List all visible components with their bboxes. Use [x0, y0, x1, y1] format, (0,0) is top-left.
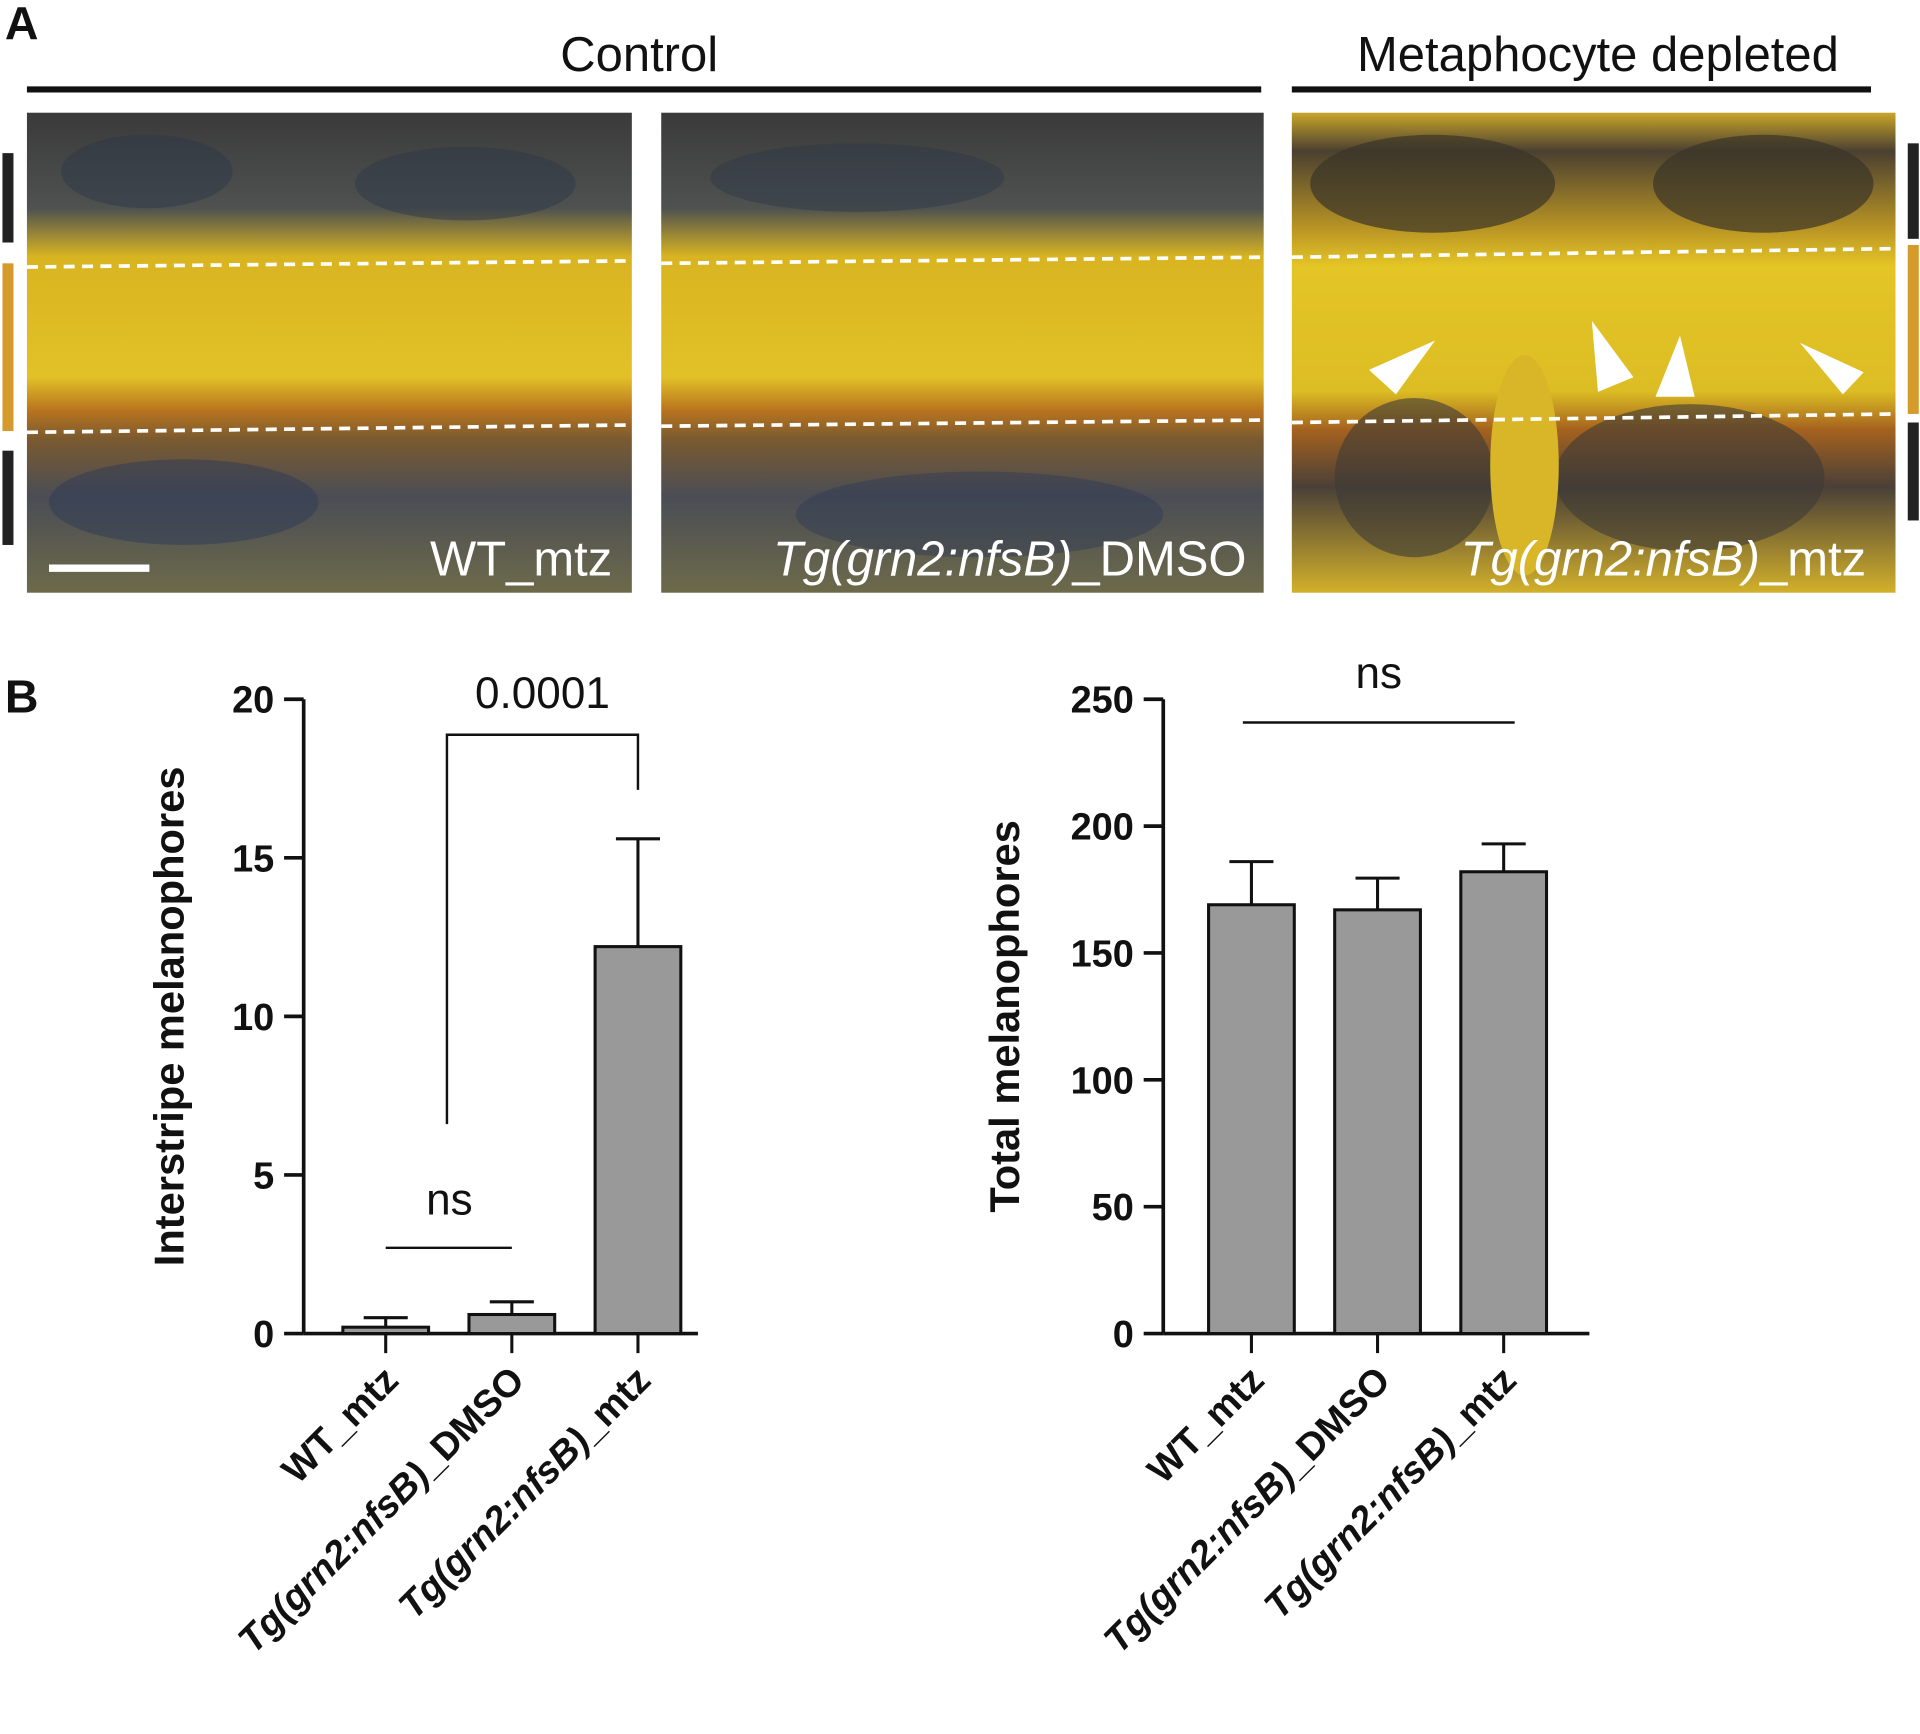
bar — [593, 945, 683, 1336]
y-tick-label: 20 — [232, 680, 274, 722]
photo — [26, 112, 632, 593]
x-tick-label: WT_mtz — [1140, 1359, 1273, 1492]
bar — [341, 1325, 431, 1336]
bar — [467, 1312, 557, 1336]
y-tick-label: 0 — [253, 1314, 274, 1356]
y-tick-label: 50 — [1092, 1187, 1134, 1229]
image-label: WT_mtz — [430, 533, 612, 587]
photo — [1291, 112, 1896, 593]
y-axis-label: Total melanophores — [981, 820, 1028, 1212]
group-label: Control — [560, 28, 718, 82]
ns-label: ns — [1355, 649, 1402, 698]
y-tick-label: 0 — [1113, 1314, 1134, 1356]
y-tick-label: 15 — [232, 838, 274, 880]
image-label: Tg(grn2:nfsB)_DMSO — [773, 533, 1247, 587]
stripe-markers — [2, 143, 1919, 545]
y-axis-label: Interstripe melanophores — [146, 767, 193, 1267]
bar — [1459, 870, 1549, 1336]
panel-label: A — [5, 0, 39, 49]
x-tick-label: WT_mtz — [274, 1359, 407, 1492]
photo — [661, 112, 1264, 593]
p-value: 0.0001 — [475, 669, 610, 718]
y-tick-label: 5 — [253, 1155, 274, 1197]
significance-brackets — [385, 721, 1515, 1250]
x-tick-label: Tg(grn2:nfsB)_mtz — [1257, 1359, 1525, 1627]
group-label: Metaphocyte depleted — [1357, 28, 1839, 82]
x-tick-label: Tg(grn2:nfsB)_mtz — [391, 1359, 659, 1627]
image-label: Tg(grn2:nfsB)_mtz — [1461, 533, 1867, 587]
y-tick-label: 10 — [232, 997, 274, 1039]
y-tick-label: 100 — [1071, 1060, 1134, 1102]
y-tick-label: 200 — [1071, 807, 1134, 849]
ns-label: ns — [426, 1176, 473, 1225]
bar — [1333, 908, 1422, 1336]
y-tick-label: 250 — [1071, 680, 1134, 722]
bar — [1207, 903, 1296, 1336]
y-tick-label: 150 — [1071, 933, 1134, 975]
panel-label: B — [5, 671, 39, 723]
